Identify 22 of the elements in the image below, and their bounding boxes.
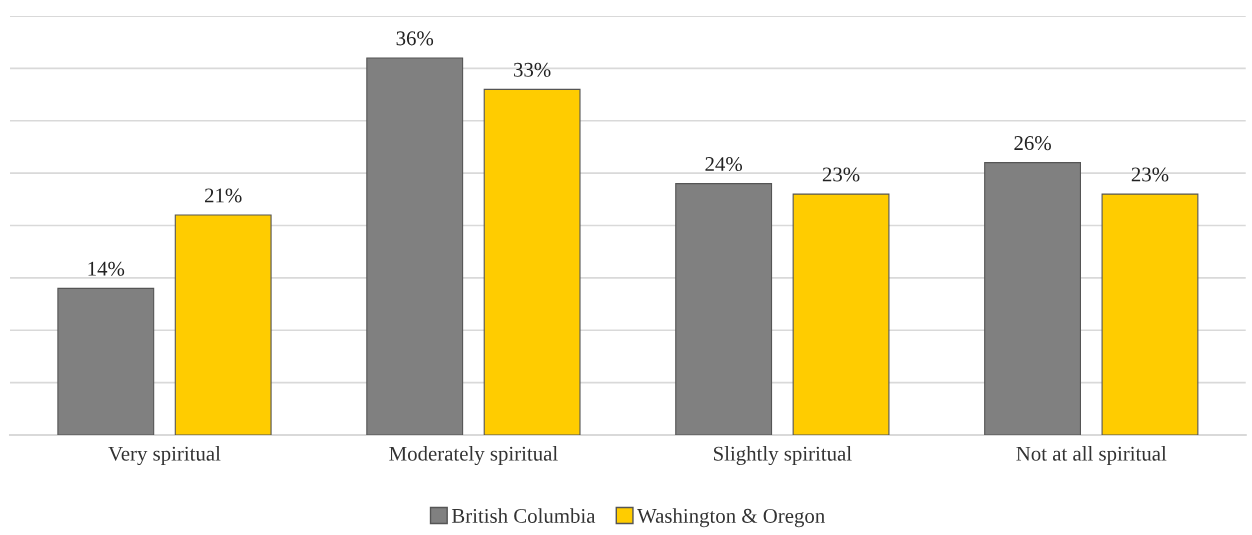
data-label: 23%: [822, 167, 860, 182]
x-tick-label: Very spiritual: [108, 446, 221, 466]
bar: [792, 193, 890, 435]
data-label: 23%: [1131, 167, 1169, 182]
bar: [675, 183, 773, 435]
data-label: 21%: [205, 188, 242, 203]
legend-label: Washington & Oregon: [637, 508, 825, 528]
bar: [174, 214, 272, 435]
x-tick-label: Slightly spiritual: [714, 446, 852, 466]
data-label: 14%: [88, 261, 125, 276]
data-label: 26%: [1014, 136, 1051, 151]
bar: [366, 57, 464, 435]
data-label: 33%: [514, 62, 551, 77]
bar: [57, 287, 155, 435]
legend-label: British Columbia: [451, 508, 596, 523]
data-label: 24%: [705, 156, 743, 172]
data-label: 36%: [396, 31, 434, 46]
bar: [483, 88, 581, 435]
bar: [1101, 193, 1199, 435]
bar: [984, 162, 1082, 435]
x-tick-label: Moderately spiritual: [389, 446, 558, 466]
x-tick-label: Not at all spiritual: [1016, 446, 1167, 465]
